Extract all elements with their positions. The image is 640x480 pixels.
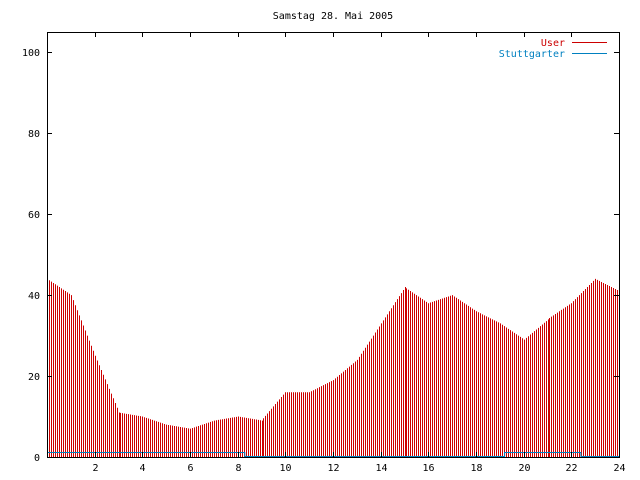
x-tick-label: 18 bbox=[470, 463, 482, 474]
legend-stuttgarter-label: Stuttgarter bbox=[499, 49, 565, 60]
stuttgarter-line bbox=[47, 452, 619, 457]
y-tick-label: 100 bbox=[22, 48, 40, 59]
y-tick-label: 60 bbox=[28, 210, 40, 221]
x-tick-label: 22 bbox=[565, 463, 577, 474]
x-tick-label: 20 bbox=[518, 463, 530, 474]
legend-user-label: User bbox=[541, 38, 565, 49]
chart-title: Samstag 28. Mai 2005 bbox=[273, 11, 393, 22]
y-tick-label: 80 bbox=[28, 129, 40, 140]
y-axis: 0 20 40 60 80 100 bbox=[22, 48, 619, 464]
stuttgarter-series bbox=[47, 452, 619, 457]
x-tick-label: 24 bbox=[613, 463, 625, 474]
x-tick-label: 4 bbox=[139, 463, 145, 474]
x-axis: 2 4 6 8 10 12 14 16 18 20 22 24 bbox=[92, 32, 626, 474]
x-tick-label: 16 bbox=[422, 463, 434, 474]
legend: User Stuttgarter bbox=[499, 38, 607, 60]
x-tick-label: 12 bbox=[327, 463, 339, 474]
y-tick-label: 20 bbox=[28, 372, 40, 383]
user-series bbox=[47, 278, 618, 457]
y-tick-label: 0 bbox=[34, 453, 40, 464]
x-tick-label: 10 bbox=[279, 463, 291, 474]
y-tick-label: 40 bbox=[28, 291, 40, 302]
x-tick-label: 14 bbox=[375, 463, 387, 474]
x-tick-label: 2 bbox=[92, 463, 98, 474]
x-tick-label: 8 bbox=[235, 463, 241, 474]
x-tick-label: 6 bbox=[187, 463, 193, 474]
